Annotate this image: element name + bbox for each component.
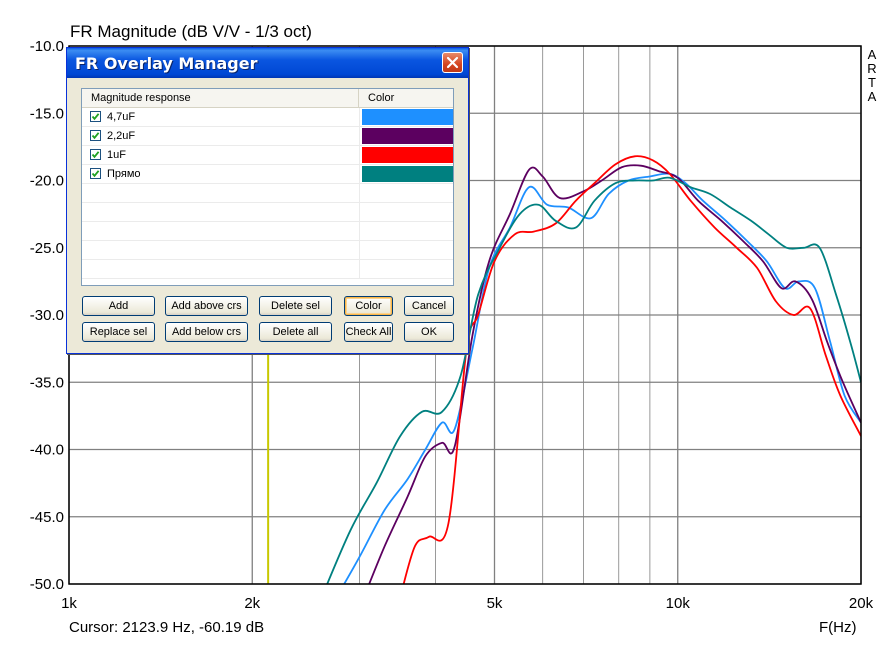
add-button[interactable]: Add <box>82 296 155 316</box>
check-icon <box>91 113 100 121</box>
arta-brand-vertical: A R T A <box>866 48 878 104</box>
x-tick-label: 2k <box>244 595 260 612</box>
list-item <box>82 203 453 222</box>
y-tick-label: -30.0 <box>30 307 64 324</box>
y-tick-label: -35.0 <box>30 374 64 391</box>
fr-overlay-manager-dialog: FR Overlay Manager Magnitude response Co… <box>66 47 469 354</box>
check-all-button[interactable]: Check All <box>344 322 393 342</box>
cancel-button[interactable]: Cancel <box>404 296 454 316</box>
y-tick-label: -40.0 <box>30 442 64 459</box>
row-label-cell <box>82 260 360 278</box>
list-item <box>82 241 453 260</box>
color-swatch[interactable] <box>362 128 453 144</box>
list-item[interactable]: 1uF <box>82 146 453 165</box>
row-label-cell: 2,2uF <box>82 127 360 145</box>
series-line-4,7uF <box>343 172 861 584</box>
x-tick-label: 5k <box>487 595 503 612</box>
dialog-titlebar[interactable]: FR Overlay Manager <box>67 48 468 78</box>
x-tick-label: 10k <box>666 595 691 612</box>
y-tick-label: -15.0 <box>30 105 64 122</box>
overlay-checkbox[interactable] <box>90 130 101 141</box>
list-item[interactable]: 4,7uF <box>82 108 453 127</box>
brand-letter: T <box>868 75 876 90</box>
y-tick-label: -25.0 <box>30 240 64 257</box>
list-header: Magnitude response Color <box>82 89 453 108</box>
x-tick-label: 1k <box>61 595 77 612</box>
list-item[interactable]: Прямо <box>82 165 453 184</box>
brand-letter: R <box>867 61 877 76</box>
color-swatch[interactable] <box>362 147 453 163</box>
row-label-cell: Прямо <box>82 165 360 183</box>
x-tick-label: 20k <box>849 595 874 612</box>
overlay-checkbox[interactable] <box>90 111 101 122</box>
dialog-title: FR Overlay Manager <box>75 54 258 73</box>
list-item <box>82 222 453 241</box>
cursor-readout: Cursor: 2123.9 Hz, -60.19 dB <box>69 619 265 636</box>
brand-letter: A <box>867 89 877 104</box>
overlay-label: 1uF <box>107 149 126 161</box>
column-header-color[interactable]: Color <box>368 92 395 104</box>
check-icon <box>91 132 100 140</box>
overlay-checkbox[interactable] <box>90 149 101 160</box>
check-icon <box>91 151 100 159</box>
delete-all-button[interactable]: Delete all <box>259 322 332 342</box>
overlay-label: 2,2uF <box>107 130 136 142</box>
overlay-label: Прямо <box>107 168 141 180</box>
y-tick-label: -50.0 <box>30 576 64 593</box>
color-button[interactable]: Color <box>344 296 393 316</box>
column-header-magnitude[interactable]: Magnitude response <box>82 89 359 107</box>
overlay-checkbox[interactable] <box>90 168 101 179</box>
series-lines <box>326 155 861 584</box>
series-line-2,2uF <box>368 164 861 584</box>
y-tick-label: -10.0 <box>30 38 64 55</box>
row-label-cell: 1uF <box>82 146 360 164</box>
color-swatch[interactable] <box>362 166 453 182</box>
x-axis-unit-label: F(Hz) <box>819 619 857 636</box>
list-item <box>82 260 453 279</box>
check-icon <box>91 170 100 178</box>
series-line-Прямо <box>326 176 861 584</box>
list-item[interactable]: 2,2uF <box>82 127 453 146</box>
y-tick-label: -45.0 <box>30 509 64 526</box>
close-icon <box>446 56 459 69</box>
brand-letter: A <box>867 47 877 62</box>
row-label-cell: 4,7uF <box>82 108 360 126</box>
ok-button[interactable]: OK <box>404 322 454 342</box>
y-axis-tick-labels: -10.0 -15.0 -20.0 -25.0 -30.0 -35.0 -40.0 -45.0… <box>30 38 64 593</box>
series-line-1uF <box>402 155 861 584</box>
list-item <box>82 184 453 203</box>
overlay-list[interactable]: Magnitude response Color 4,7uF 2,2uF 1uF Пр… <box>81 88 454 286</box>
row-label-cell <box>82 222 360 240</box>
row-label-cell <box>82 241 360 259</box>
y-tick-label: -20.0 <box>30 173 64 190</box>
replace-sel-button[interactable]: Replace sel <box>82 322 155 342</box>
add-above-crs-button[interactable]: Add above crs <box>165 296 248 316</box>
overlay-label: 4,7uF <box>107 111 136 123</box>
close-button[interactable] <box>442 52 463 73</box>
delete-sel-button[interactable]: Delete sel <box>259 296 332 316</box>
x-axis-tick-labels: 1k 2k 5k 10k 20k <box>61 595 874 612</box>
color-swatch[interactable] <box>362 109 453 125</box>
list-rows: 4,7uF 2,2uF 1uF Прямо <box>82 108 453 279</box>
row-label-cell <box>82 184 360 202</box>
add-below-crs-button[interactable]: Add below crs <box>165 322 248 342</box>
row-label-cell <box>82 203 360 221</box>
chart-title: FR Magnitude (dB V/V - 1/3 oct) <box>70 22 312 41</box>
